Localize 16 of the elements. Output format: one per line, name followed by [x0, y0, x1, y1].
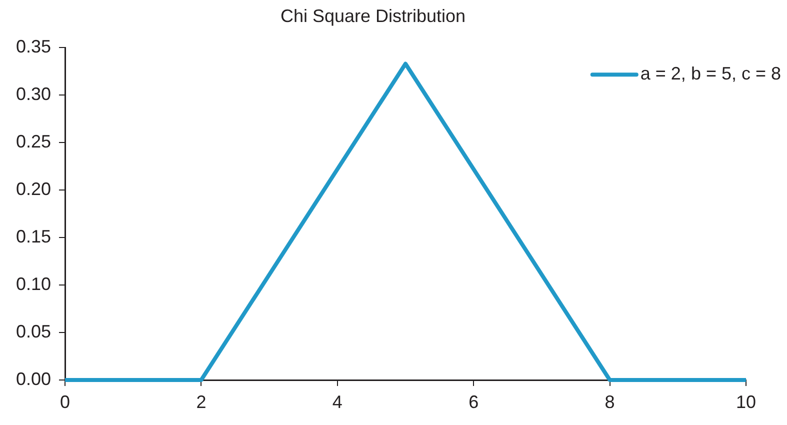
x-tick-label: 6 [468, 392, 479, 412]
y-tick-label: 0.10 [16, 274, 51, 294]
y-tick-label: 0.35 [16, 36, 51, 57]
y-tick-label: 0.25 [16, 132, 51, 152]
x-tick-label: 4 [332, 392, 342, 412]
x-tick-label: 0 [60, 392, 70, 412]
y-tick-label: 0.20 [16, 179, 51, 200]
x-tick-label: 8 [604, 392, 615, 412]
x-tick-label: 10 [736, 392, 756, 412]
y-tick-label: 0.00 [16, 368, 51, 389]
y-tick-label: 0.15 [16, 226, 51, 247]
y-tick-label: 0.05 [16, 321, 51, 342]
legend-label: a = 2, b = 5, c = 8 [640, 64, 782, 84]
chart-title: Chi Square Distribution [280, 6, 466, 26]
y-tick-label: 0.30 [16, 84, 51, 104]
x-tick-label: 2 [196, 392, 206, 412]
